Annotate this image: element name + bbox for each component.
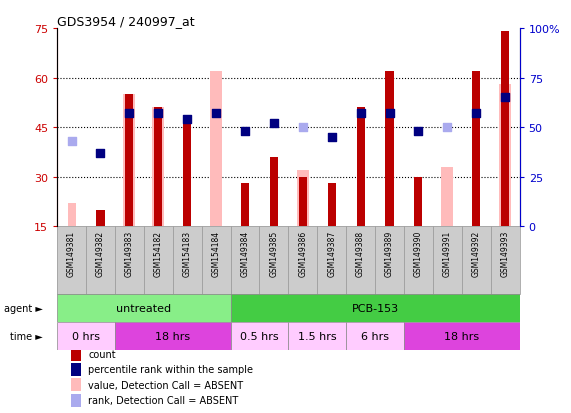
Bar <box>356 108 365 227</box>
Bar <box>297 171 309 227</box>
Text: 6 hrs: 6 hrs <box>361 331 389 341</box>
Point <box>154 111 163 117</box>
Bar <box>490 227 520 294</box>
Point <box>501 95 510 102</box>
Text: GSM149389: GSM149389 <box>385 230 394 276</box>
Bar <box>231 323 288 350</box>
Point <box>414 128 423 135</box>
Bar <box>57 323 115 350</box>
Text: GSM149385: GSM149385 <box>270 230 279 276</box>
Bar <box>375 227 404 294</box>
Bar <box>501 32 509 227</box>
Point <box>96 150 105 157</box>
Text: GSM154183: GSM154183 <box>183 230 192 276</box>
Bar <box>462 227 490 294</box>
Bar <box>346 227 375 294</box>
Bar <box>317 227 346 294</box>
Bar <box>231 227 259 294</box>
Point <box>443 124 452 131</box>
Bar <box>86 227 115 294</box>
Text: GSM154184: GSM154184 <box>212 230 220 276</box>
Text: PCB-153: PCB-153 <box>352 304 399 313</box>
Point <box>240 128 250 135</box>
Point <box>270 121 279 127</box>
Text: time ►: time ► <box>10 331 43 341</box>
Bar <box>71 348 81 361</box>
Bar <box>183 118 191 227</box>
Text: 1.5 hrs: 1.5 hrs <box>298 331 336 341</box>
Bar <box>441 167 453 227</box>
Bar <box>404 227 433 294</box>
Text: GSM149388: GSM149388 <box>356 230 365 276</box>
Bar <box>57 227 86 294</box>
Bar <box>71 378 81 391</box>
Text: count: count <box>88 349 116 359</box>
Text: agent ►: agent ► <box>5 304 43 313</box>
Bar <box>115 323 231 350</box>
Bar <box>433 227 462 294</box>
Text: GSM149384: GSM149384 <box>240 230 250 276</box>
Bar <box>472 72 480 227</box>
Bar <box>57 294 231 323</box>
Text: GSM149392: GSM149392 <box>472 230 481 276</box>
Text: GSM154182: GSM154182 <box>154 230 163 276</box>
Point <box>298 124 307 131</box>
Bar <box>115 227 144 294</box>
Bar <box>288 227 317 294</box>
Bar <box>71 394 81 406</box>
Text: GSM149381: GSM149381 <box>67 230 76 276</box>
Text: 0.5 hrs: 0.5 hrs <box>240 331 279 341</box>
Point <box>327 134 336 141</box>
Bar <box>404 323 520 350</box>
Bar <box>96 210 104 227</box>
Bar <box>125 95 134 227</box>
Text: rank, Detection Call = ABSENT: rank, Detection Call = ABSENT <box>88 395 238 405</box>
Bar <box>328 184 336 227</box>
Point <box>125 111 134 117</box>
Bar <box>415 177 423 227</box>
Bar <box>144 227 173 294</box>
Bar <box>202 227 231 294</box>
Bar <box>241 184 249 227</box>
Point <box>211 111 220 117</box>
Bar <box>71 363 81 376</box>
Bar <box>385 72 393 227</box>
Text: percentile rank within the sample: percentile rank within the sample <box>88 365 253 375</box>
Bar <box>270 157 278 227</box>
Text: 0 hrs: 0 hrs <box>72 331 100 341</box>
Bar <box>123 95 135 227</box>
Point <box>472 111 481 117</box>
Bar <box>67 204 75 227</box>
Bar <box>152 108 164 227</box>
Bar <box>210 72 222 227</box>
Text: value, Detection Call = ABSENT: value, Detection Call = ABSENT <box>88 380 243 390</box>
Text: GSM149382: GSM149382 <box>96 230 105 276</box>
Text: GSM149391: GSM149391 <box>443 230 452 276</box>
Bar <box>259 227 288 294</box>
Point <box>385 111 394 117</box>
Text: GSM149387: GSM149387 <box>327 230 336 276</box>
Text: GSM149390: GSM149390 <box>414 230 423 276</box>
Bar <box>499 85 511 227</box>
Bar <box>172 227 202 294</box>
Bar <box>288 323 346 350</box>
Text: GSM149393: GSM149393 <box>501 230 510 276</box>
Text: 18 hrs: 18 hrs <box>155 331 190 341</box>
Point <box>356 111 365 117</box>
Text: GSM149383: GSM149383 <box>125 230 134 276</box>
Point <box>67 138 76 145</box>
Text: GDS3954 / 240997_at: GDS3954 / 240997_at <box>57 15 195 28</box>
Point <box>183 116 192 123</box>
Bar <box>346 323 404 350</box>
Text: untreated: untreated <box>116 304 171 313</box>
Bar <box>299 177 307 227</box>
Text: GSM149386: GSM149386 <box>298 230 307 276</box>
Bar <box>154 108 162 227</box>
Bar <box>231 294 520 323</box>
Text: 18 hrs: 18 hrs <box>444 331 480 341</box>
